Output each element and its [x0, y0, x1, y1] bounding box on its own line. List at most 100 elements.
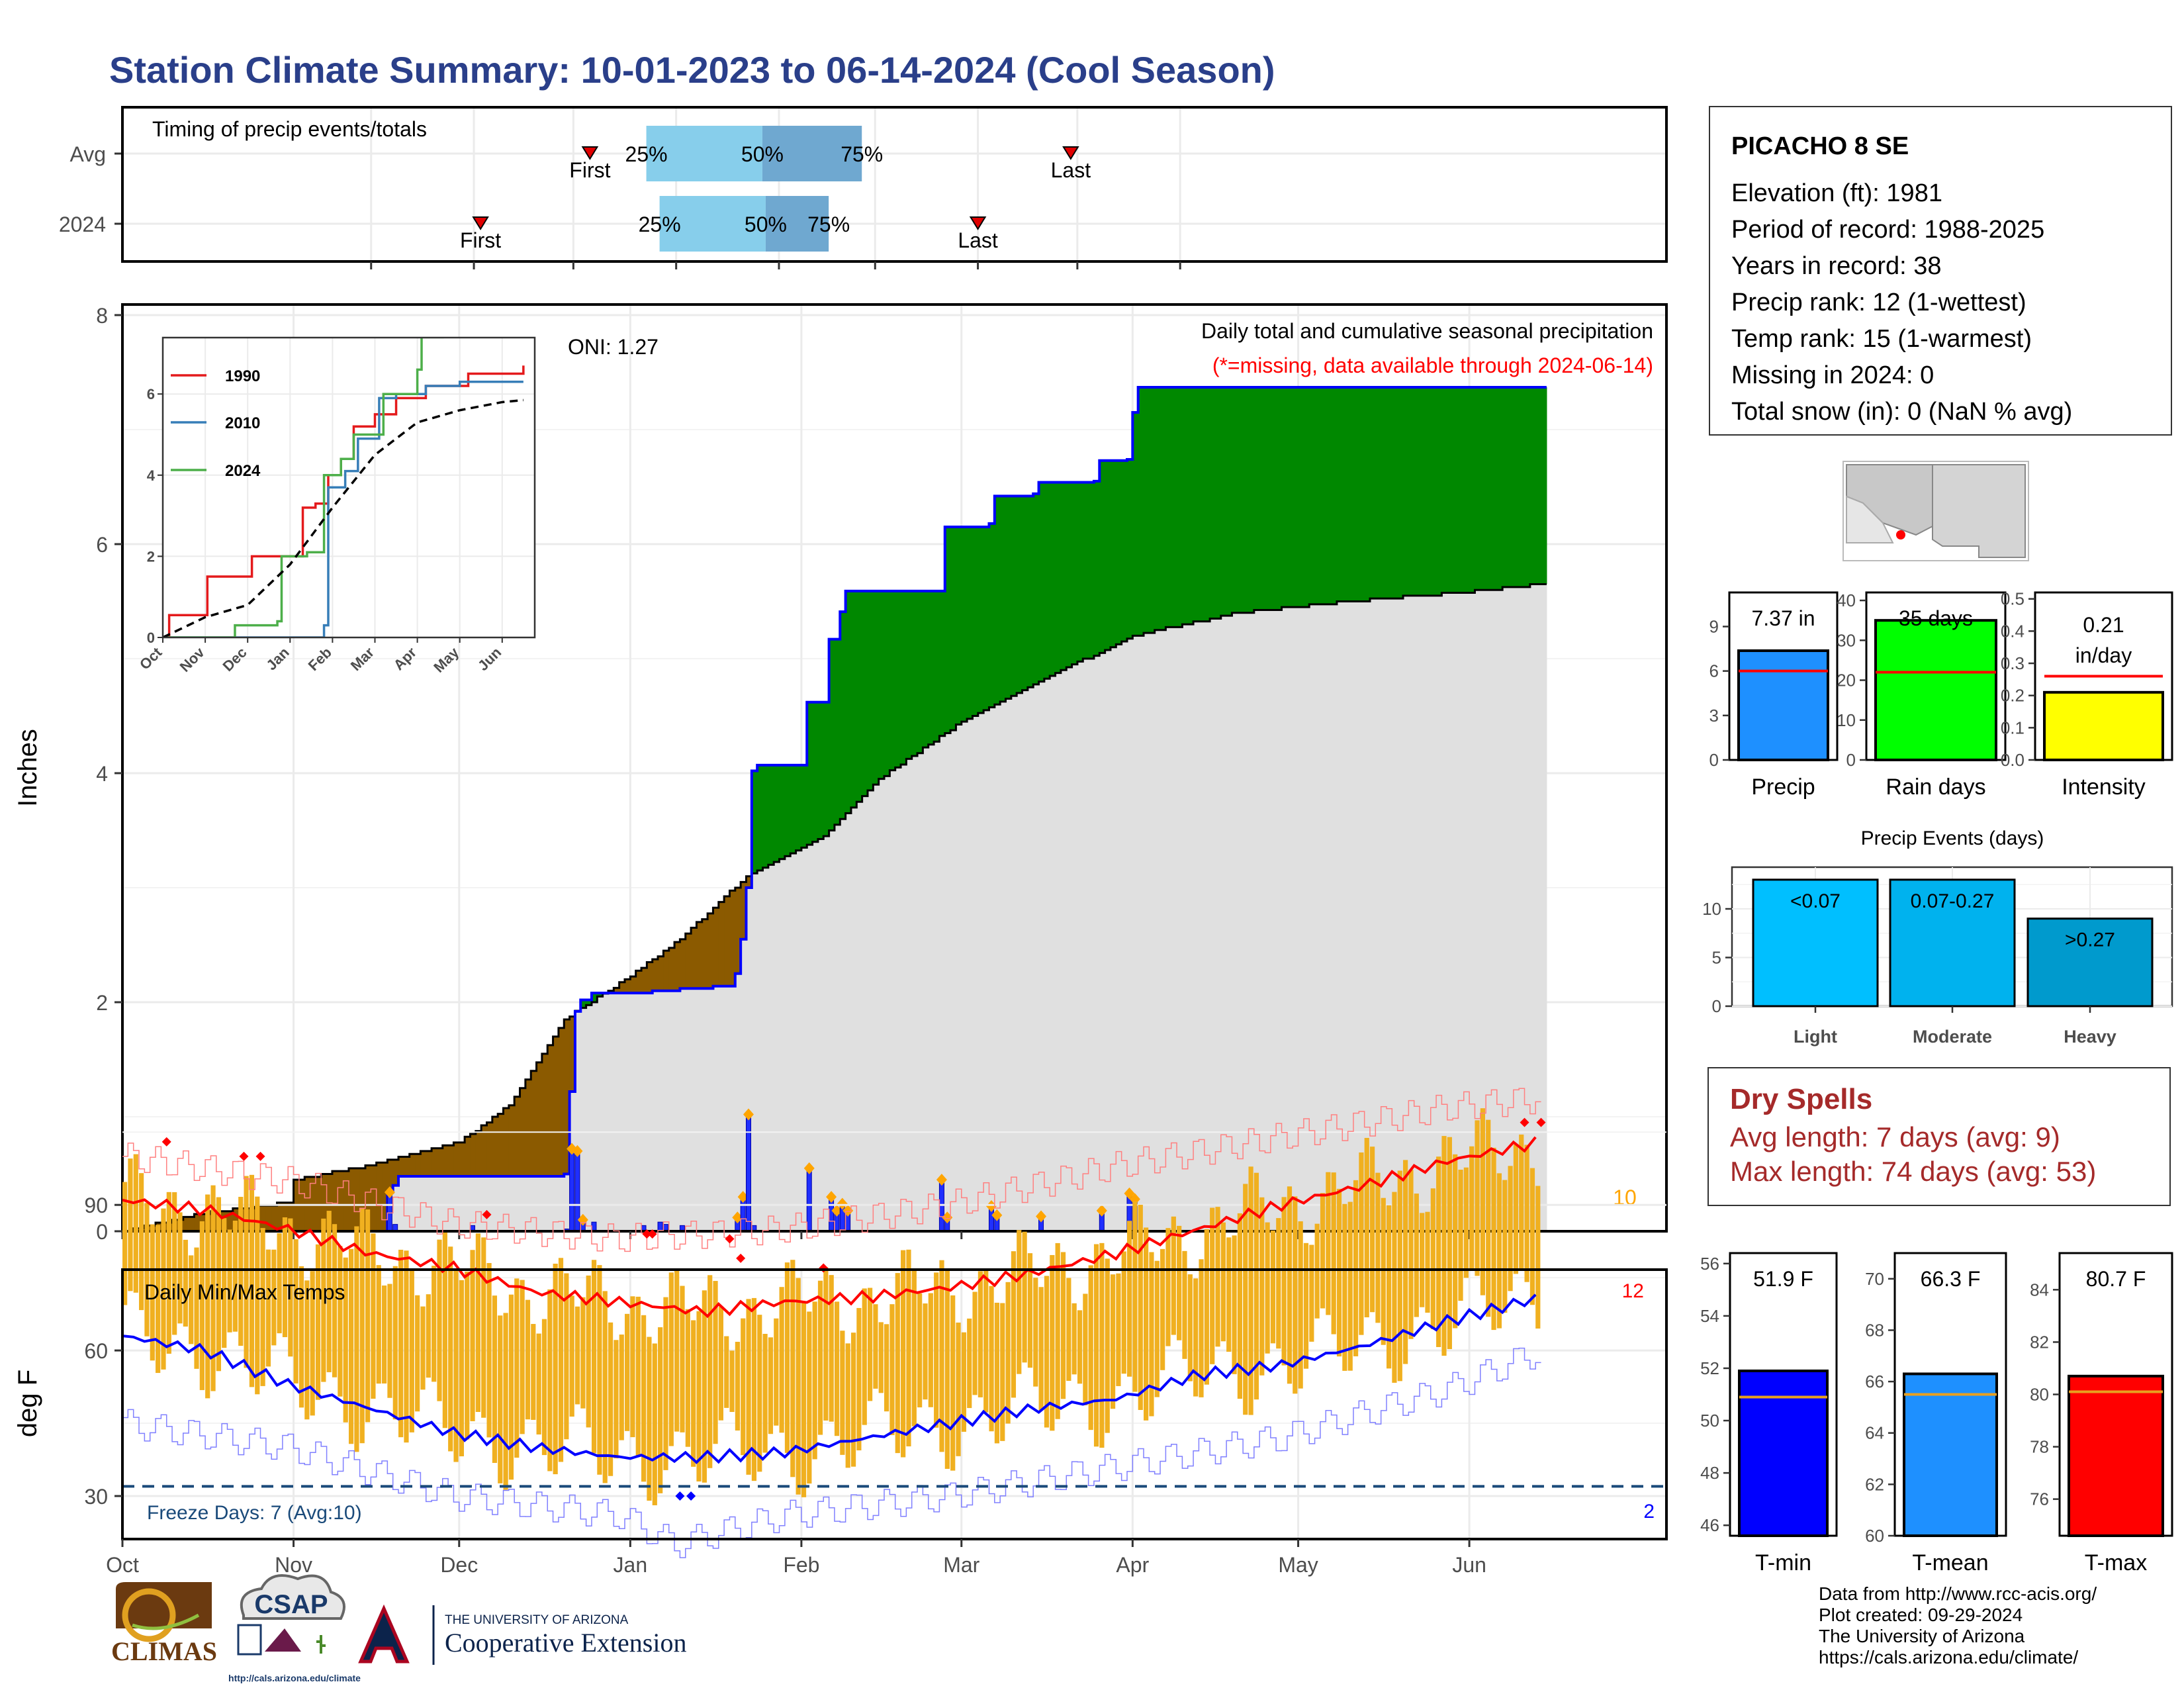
- wet-area: [983, 527, 990, 710]
- climatology-area: [1430, 595, 1437, 1231]
- climatology-area: [1210, 618, 1216, 1231]
- wet-area: [591, 993, 598, 1002]
- daily-temp-range-bar: [404, 1250, 409, 1443]
- climatology-area: [1138, 635, 1144, 1231]
- daily-temp-range-bar: [1038, 1287, 1044, 1411]
- station-line: Period of record: 1988-2025: [1731, 216, 2045, 244]
- y-tick-label: 60: [84, 1339, 108, 1363]
- inset-x-tick-label: Dec: [220, 644, 250, 675]
- climatology-area: [1529, 584, 1536, 1231]
- daily-temp-range-bar: [597, 1265, 602, 1475]
- daily-temp-range-bar: [1149, 1252, 1154, 1417]
- y-tick-label: 6: [1709, 661, 1719, 681]
- daily-temp-range-bar: [161, 1208, 166, 1370]
- y-tick-label: 0: [1709, 750, 1719, 770]
- daily-temp-range-bar: [1050, 1254, 1055, 1431]
- wet-area: [1066, 482, 1073, 667]
- daily-temp-range-bar: [1403, 1160, 1408, 1364]
- ua-small-text: THE UNIVERSITY OF ARIZONA: [445, 1613, 629, 1627]
- daily-temp-range-bar: [1199, 1259, 1204, 1397]
- dry-area: [492, 1117, 498, 1176]
- stat-bar: [1903, 1372, 1998, 1538]
- wet-area: [878, 590, 885, 779]
- events-title: Precip Events (days): [1861, 827, 2044, 849]
- daily-precip-bar: [806, 1168, 812, 1232]
- daily-temp-range-bar: [1083, 1293, 1088, 1405]
- y-tick-label: 64: [1865, 1423, 1884, 1443]
- wet-area: [1171, 387, 1177, 628]
- daily-temp-range-bar: [1463, 1167, 1469, 1278]
- dry-area: [343, 1171, 349, 1231]
- climatology-area: [564, 1174, 570, 1231]
- climatology-area: [779, 859, 786, 1231]
- record-high-line: [122, 1088, 1541, 1252]
- x-tick-label: Oct: [106, 1553, 139, 1577]
- wet-area: [1253, 387, 1260, 610]
- climatology-area: [994, 704, 1001, 1231]
- daily-temp-range-bar: [735, 1342, 741, 1431]
- wet-area: [1110, 460, 1116, 647]
- climatology-area: [1033, 684, 1040, 1231]
- climatology-area: [1513, 586, 1520, 1231]
- inset-x-tick-label: Apr: [390, 644, 420, 674]
- daily-temp-range-bar: [635, 1296, 641, 1457]
- first-label: First: [569, 158, 610, 182]
- climatology-area: [1425, 595, 1432, 1231]
- timing-panel: 25% 50% 75% First Last Avg 25% 50% 75% First Last 2…: [59, 106, 1668, 269]
- wet-area: [884, 590, 890, 776]
- wet-area: [1215, 387, 1222, 619]
- record-high-marker: [255, 1151, 265, 1161]
- daily-temp-range-bar: [139, 1173, 144, 1311]
- climatology-area: [520, 1176, 526, 1231]
- climatology-area: [1116, 644, 1122, 1231]
- climatology-area: [1265, 610, 1271, 1231]
- daily-temp-range-bar: [332, 1224, 338, 1378]
- event-marker: [743, 1108, 754, 1121]
- dry-area: [415, 1154, 421, 1176]
- record-high-marker: [239, 1151, 249, 1161]
- dry-area: [635, 970, 642, 994]
- daily-temp-range-bar: [724, 1336, 729, 1408]
- climatology-area: [1441, 592, 1448, 1231]
- dry-area: [382, 1162, 388, 1231]
- record-low-marker: [675, 1491, 685, 1501]
- dry-area: [624, 979, 631, 994]
- wet-area: [801, 765, 807, 848]
- wet-area: [1519, 387, 1525, 587]
- daily-temp-range-bar: [647, 1336, 652, 1501]
- state-shape-ca: [1846, 495, 1894, 543]
- dry-area: [398, 1156, 404, 1176]
- daily-temp-range-bar: [972, 1291, 978, 1395]
- wet-area: [1121, 460, 1128, 642]
- climatology-area: [1364, 601, 1371, 1231]
- event-marker: [826, 1191, 837, 1203]
- y-tick-label: 0: [1712, 996, 1721, 1016]
- x-tick-label: Mar: [943, 1553, 979, 1577]
- climatology-area: [630, 993, 637, 1231]
- wet-area: [911, 590, 918, 757]
- climatology-area: [486, 1176, 493, 1231]
- wet-area: [956, 527, 962, 725]
- climatology-area: [1005, 698, 1012, 1231]
- climatology-area: [1342, 601, 1349, 1231]
- wet-area: [757, 765, 764, 871]
- daily-temp-range-bar: [1017, 1230, 1022, 1374]
- record-low-count: 2: [1643, 1501, 1655, 1523]
- y-axis-label: Inches: [13, 729, 42, 807]
- daily-temp-range-bar: [1535, 1186, 1541, 1329]
- wet-area: [862, 590, 868, 796]
- dry-area: [696, 921, 703, 989]
- climatology-area: [1414, 595, 1420, 1231]
- wet-area: [1088, 482, 1095, 659]
- climatology-area: [1050, 675, 1056, 1231]
- climatology-area: [1121, 641, 1128, 1231]
- last-label: Last: [958, 228, 998, 252]
- climatology-area: [547, 1176, 554, 1231]
- climatology-area: [619, 993, 625, 1231]
- y-tick-label: 46: [1700, 1515, 1719, 1535]
- x-tick-label: May: [1278, 1553, 1318, 1577]
- wet-area: [1359, 387, 1365, 602]
- dry-area: [448, 1145, 455, 1176]
- daily-temp-range-bar: [481, 1237, 486, 1418]
- daily-temp-range-bar: [459, 1280, 464, 1456]
